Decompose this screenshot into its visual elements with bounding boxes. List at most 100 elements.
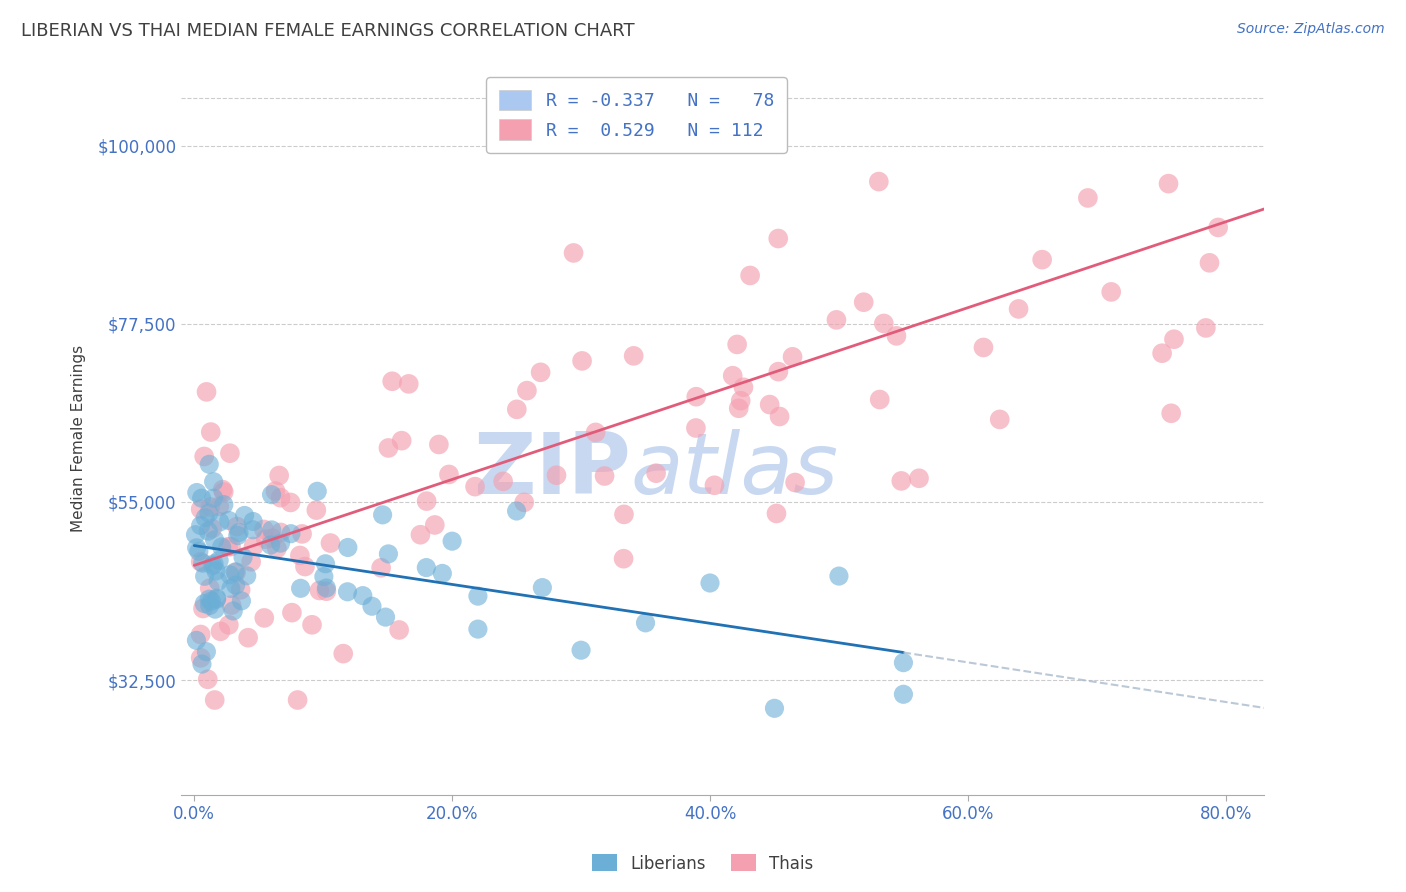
Liberians [432, 566, 454, 581]
Thais [623, 349, 645, 363]
Thais [201, 522, 224, 536]
Thais [211, 483, 233, 497]
Liberians [232, 550, 254, 565]
Thais [437, 467, 460, 482]
Y-axis label: Median Female Earnings: Median Female Earnings [72, 345, 86, 533]
Thais [219, 446, 242, 460]
Thais [1077, 191, 1099, 205]
Liberians [242, 523, 264, 537]
Liberians [200, 594, 222, 608]
Thais [613, 551, 636, 566]
Thais [721, 368, 744, 383]
Thais [1160, 406, 1182, 420]
Thais [190, 650, 212, 665]
Liberians [202, 475, 225, 489]
Liberians [235, 568, 257, 582]
Liberians [225, 578, 247, 592]
Thais [208, 500, 231, 514]
Thais [253, 523, 276, 537]
Thais [270, 525, 292, 540]
Thais [226, 519, 249, 533]
Liberians [290, 582, 312, 596]
Liberians [467, 622, 489, 636]
Thais [768, 409, 790, 424]
Thais [370, 561, 392, 575]
Liberians [198, 458, 221, 472]
Thais [988, 412, 1011, 426]
Liberians [211, 540, 233, 554]
Thais [195, 384, 218, 399]
Liberians [280, 526, 302, 541]
Liberians [191, 657, 214, 671]
Liberians [763, 701, 786, 715]
Thais [269, 468, 291, 483]
Thais [391, 434, 413, 448]
Thais [1152, 346, 1174, 360]
Thais [193, 450, 215, 464]
Thais [1195, 321, 1218, 335]
Thais [908, 471, 931, 485]
Thais [280, 495, 302, 509]
Thais [190, 627, 212, 641]
Liberians [198, 592, 221, 607]
Liberians [441, 534, 464, 549]
Thais [332, 647, 354, 661]
Thais [593, 469, 616, 483]
Thais [262, 531, 284, 545]
Liberians [242, 515, 264, 529]
Thais [253, 611, 276, 625]
Liberians [194, 510, 217, 524]
Liberians [315, 557, 337, 571]
Thais [562, 246, 585, 260]
Liberians [569, 643, 592, 657]
Liberians [187, 544, 209, 558]
Thais [240, 555, 263, 569]
Thais [613, 508, 636, 522]
Thais [209, 624, 232, 639]
Thais [229, 582, 252, 597]
Thais [464, 480, 486, 494]
Thais [315, 584, 337, 599]
Liberians [219, 582, 242, 596]
Liberians [467, 589, 489, 603]
Thais [1198, 256, 1220, 270]
Thais [825, 313, 848, 327]
Thais [287, 693, 309, 707]
Thais [236, 631, 259, 645]
Liberians [205, 592, 228, 607]
Thais [685, 390, 707, 404]
Liberians [208, 515, 231, 529]
Liberians [352, 589, 374, 603]
Thais [685, 421, 707, 435]
Thais [869, 392, 891, 407]
Liberians [505, 504, 527, 518]
Legend: R = -0.337   N =   78, R =  0.529   N = 112: R = -0.337 N = 78, R = 0.529 N = 112 [486, 77, 786, 153]
Liberians [259, 538, 281, 552]
Thais [782, 350, 804, 364]
Thais [264, 483, 287, 498]
Thais [740, 268, 762, 283]
Liberians [634, 615, 657, 630]
Thais [225, 566, 247, 580]
Liberians [307, 484, 329, 499]
Liberians [226, 528, 249, 542]
Thais [305, 503, 328, 517]
Thais [530, 365, 553, 379]
Thais [758, 398, 780, 412]
Thais [1157, 177, 1180, 191]
Liberians [233, 508, 256, 523]
Thais [388, 623, 411, 637]
Liberians [260, 523, 283, 537]
Text: atlas: atlas [631, 429, 839, 512]
Thais [301, 617, 323, 632]
Thais [492, 475, 515, 489]
Thais [191, 601, 214, 615]
Liberians [218, 567, 240, 582]
Liberians [204, 533, 226, 547]
Liberians [186, 633, 208, 648]
Thais [219, 540, 242, 554]
Thais [291, 527, 314, 541]
Liberians [228, 525, 250, 540]
Liberians [828, 569, 851, 583]
Thais [415, 494, 437, 508]
